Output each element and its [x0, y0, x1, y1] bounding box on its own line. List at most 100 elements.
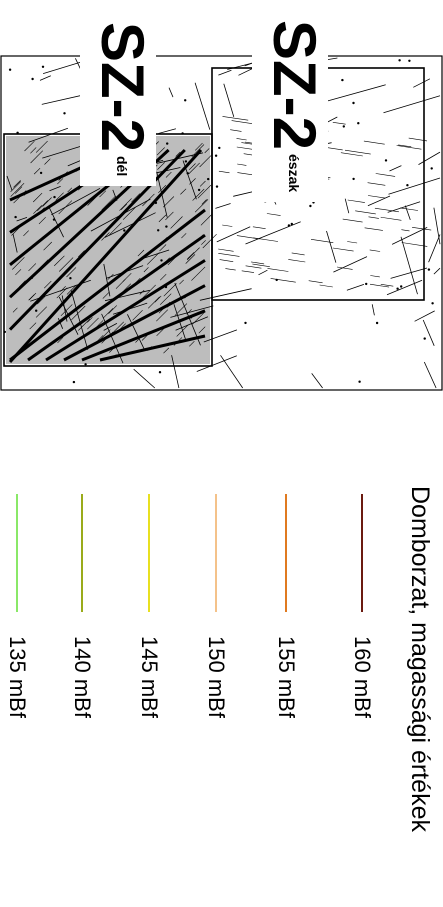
- parcel-line: [199, 180, 206, 187]
- map-symbol: [164, 285, 168, 289]
- parcel-line: [131, 193, 141, 203]
- map-symbol: [309, 204, 312, 208]
- parcel-line: [422, 319, 435, 346]
- parcel-line: [433, 267, 441, 275]
- parcel-line: [347, 199, 365, 203]
- parcel-line: [237, 163, 247, 166]
- map-symbol: [158, 371, 162, 374]
- parcel-line: [35, 140, 48, 153]
- parcel-line: [185, 254, 196, 264]
- parcel-line: [175, 151, 181, 157]
- parcel-line: [37, 200, 49, 212]
- map-symbol: [197, 188, 201, 192]
- parcel-line: [165, 171, 172, 178]
- parcel-line: [168, 87, 174, 98]
- parcel-line: [77, 250, 85, 258]
- legend-title: Domborzat, magassági értékek: [406, 486, 434, 832]
- parcel-line: [99, 329, 111, 341]
- parcel-line: [270, 278, 296, 283]
- parcel-line: [428, 234, 441, 263]
- parcel-line: [223, 83, 235, 118]
- map-symbol: [342, 125, 345, 128]
- parcel-line: [188, 162, 200, 175]
- parcel-line: [119, 198, 132, 211]
- parcel-line: [143, 267, 149, 273]
- parcel-line: [375, 173, 396, 177]
- map-symbol: [39, 171, 43, 175]
- parcel-line: [187, 252, 195, 260]
- parcel-line: [344, 149, 371, 155]
- parcel-line: [368, 216, 379, 219]
- parcel-line: [32, 192, 43, 203]
- parcel-line: [191, 266, 206, 281]
- parcel-line: [267, 268, 289, 272]
- parcel-line: [241, 270, 255, 273]
- map-symbol: [290, 222, 293, 226]
- parcel-line: [171, 355, 180, 389]
- parcel-line: [8, 148, 203, 364]
- map-symbol: [215, 185, 219, 188]
- parcel-line: [159, 293, 172, 305]
- map-symbol: [365, 282, 368, 286]
- parcel-line: [222, 224, 233, 227]
- parcel-line: [367, 195, 391, 207]
- parcel-line: [13, 180, 21, 188]
- map-symbol: [41, 65, 45, 69]
- map-symbol: [423, 337, 426, 340]
- map-symbol: [115, 354, 118, 357]
- parcel-line: [137, 249, 145, 257]
- parcel-line: [10, 181, 22, 193]
- map-symbol: [244, 321, 247, 325]
- map-view[interactable]: SZ-2 észak SZ-2 dél: [0, 0, 443, 395]
- parcel-line: [220, 355, 244, 389]
- parcel-line: [146, 252, 160, 265]
- legend-item: 135 mBf: [2, 470, 32, 730]
- map-symbol: [69, 277, 72, 280]
- parcel-line: [189, 340, 195, 347]
- parcel-line: [412, 227, 432, 231]
- legend-label-145: 145 mBf: [137, 636, 162, 718]
- map-symbol: [35, 309, 38, 312]
- parcel-line: [202, 233, 217, 249]
- parcel-line: [142, 284, 156, 299]
- parcel-line: [333, 256, 368, 273]
- parcel-line: [194, 82, 211, 130]
- map-symbol: [63, 112, 66, 115]
- parcel-line: [186, 247, 200, 261]
- map-symbol: [157, 229, 160, 232]
- parcel-line: [87, 317, 99, 330]
- parcel-line: [60, 304, 73, 317]
- parcel-line: [266, 213, 281, 216]
- parcel-line: [218, 69, 232, 76]
- parcel-line: [147, 296, 160, 309]
- parcel-line: [188, 163, 196, 171]
- parcel-line: [38, 216, 46, 225]
- parcel-line: [162, 196, 175, 208]
- parcel-line: [104, 212, 156, 238]
- parcel-line: [367, 182, 386, 186]
- parcel-line: [15, 269, 22, 276]
- legend-swatch-150: [215, 494, 217, 612]
- parcel-line: [332, 247, 354, 252]
- parcel-line: [369, 283, 390, 288]
- parcel-line: [201, 240, 206, 245]
- parcel-line: [332, 122, 346, 125]
- parcel-line: [197, 184, 212, 199]
- parcel-line: [10, 182, 25, 197]
- parcel-line: [181, 233, 187, 239]
- parcel-line: [53, 255, 65, 267]
- parcel-line: [170, 216, 183, 229]
- parcel-line: [156, 309, 169, 322]
- parcel-line: [103, 323, 118, 331]
- parcel-line: [63, 284, 206, 362]
- sheet-subtitle-north: észak: [286, 154, 302, 193]
- parcel-line: [236, 138, 247, 141]
- parcel-line: [103, 263, 111, 297]
- legend-label-150: 150 mBf: [204, 636, 229, 718]
- cadastral-map: [0, 0, 443, 395]
- map-symbol: [189, 316, 193, 319]
- sheet-subtitle-south: dél: [114, 156, 130, 177]
- parcel-line: [236, 235, 260, 240]
- parcel-line: [291, 252, 305, 256]
- parcel-line: [157, 162, 166, 170]
